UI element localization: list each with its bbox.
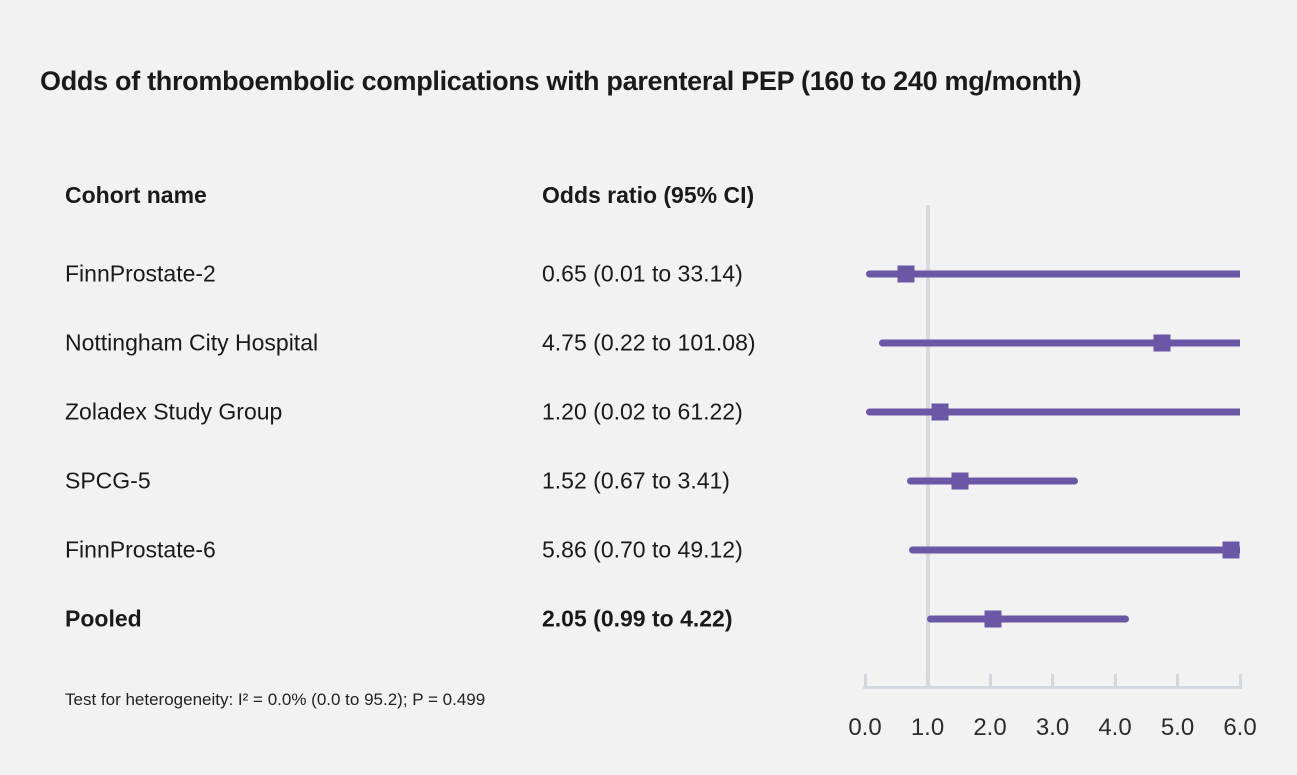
odds-ratio-marker: [951, 472, 969, 490]
odds-ratio-value: 1.52 (0.67 to 3.41): [542, 467, 730, 494]
x-axis-tick-label: 1.0: [910, 714, 945, 741]
odds-ratio-value: 1.20 (0.02 to 61.22): [542, 398, 743, 425]
x-axis-tick: [863, 674, 867, 686]
odds-ratio-marker: [984, 610, 1002, 628]
odds-ratio-value: 4.75 (0.22 to 101.08): [542, 329, 756, 356]
x-axis-tick: [1113, 674, 1117, 686]
x-axis-line: [863, 686, 1242, 689]
x-axis-tick: [1051, 674, 1054, 686]
x-axis-tick: [1238, 674, 1242, 686]
odds-ratio-value: 0.65 (0.01 to 33.14): [542, 260, 743, 287]
cohort-label: Nottingham City Hospital: [65, 329, 319, 356]
odds-ratio-marker: [931, 403, 949, 421]
cohort-label: Zoladex Study Group: [65, 398, 283, 425]
cohort-label: SPCG-5: [65, 467, 151, 494]
cohort-label: FinnProstate-2: [65, 260, 216, 287]
odds-ratio-marker: [897, 265, 915, 283]
reference-line-or-1: [925, 205, 930, 686]
x-axis-tick-label: 3.0: [1035, 714, 1070, 741]
confidence-interval-line: [865, 270, 1240, 278]
confidence-interval-line: [866, 408, 1240, 416]
odds-ratio-value: 2.05 (0.99 to 4.22): [542, 605, 733, 632]
odds-ratio-marker: [1222, 541, 1240, 559]
odds-ratio-value: 5.86 (0.70 to 49.12): [542, 536, 743, 563]
confidence-interval-line: [878, 339, 1240, 347]
heterogeneity-footnote: Test for heterogeneity: I² = 0.0% (0.0 t…: [65, 690, 486, 709]
x-axis-tick-label: 4.0: [1098, 714, 1132, 741]
column-header-odds-ratio: Odds ratio (95% CI): [542, 182, 755, 208]
x-axis-tick: [926, 674, 929, 686]
confidence-interval-line: [906, 477, 1079, 485]
confidence-interval-line: [908, 546, 1240, 554]
x-axis-tick-label: 0.0: [848, 714, 882, 741]
confidence-interval-line: [926, 615, 1129, 623]
odds-ratio-marker: [1153, 334, 1171, 352]
x-axis-tick: [1176, 674, 1179, 686]
cohort-label: FinnProstate-6: [65, 536, 216, 563]
cohort-label: Pooled: [65, 605, 142, 632]
column-header-cohort-name: Cohort name: [65, 182, 207, 208]
x-axis-tick-label: 6.0: [1223, 714, 1257, 741]
x-axis-tick-label: 2.0: [973, 714, 1007, 741]
chart-title: Odds of thromboembolic complications wit…: [40, 66, 1082, 96]
x-axis-tick: [988, 674, 992, 686]
x-axis-tick-label: 5.0: [1160, 714, 1195, 741]
